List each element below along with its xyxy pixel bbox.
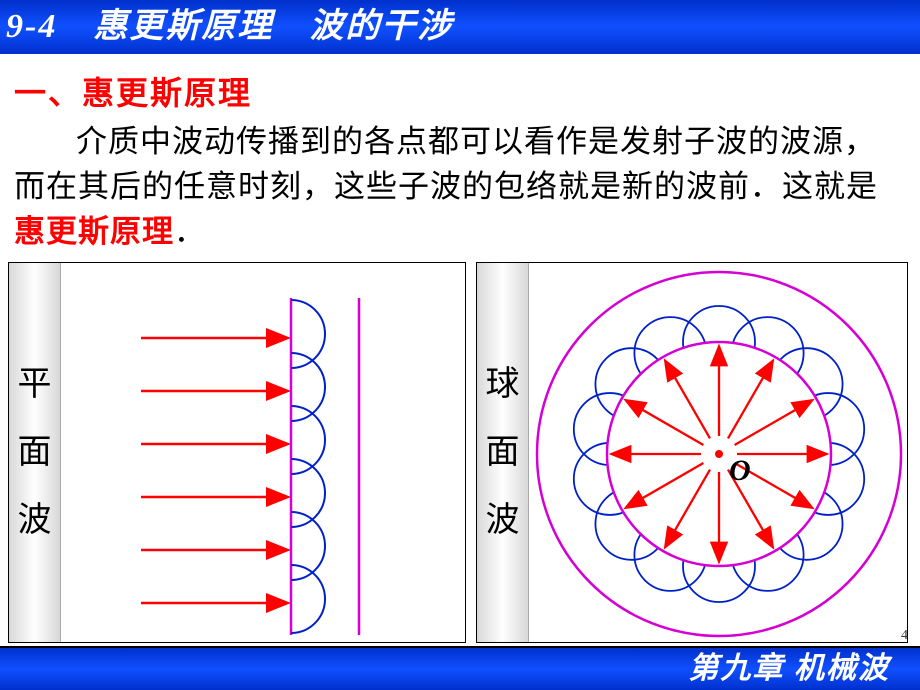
slide-header: 9-4 惠更斯原理 波的干涉 (0, 0, 920, 54)
svg-text:O: O (729, 454, 751, 487)
label-char: 波 (486, 487, 520, 555)
plane-wave-diagram (61, 263, 467, 642)
header-title: 9-4 惠更斯原理 波的干涉 (6, 8, 453, 45)
diagrams-row: 平 面 波 球 面 波 O (8, 262, 913, 647)
page-number: 4 (901, 628, 908, 644)
sphere-wave-panel: 球 面 波 O (476, 262, 908, 643)
label-char: 面 (18, 419, 52, 487)
sphere-wave-label: 球 面 波 (477, 263, 529, 642)
label-char: 面 (486, 419, 520, 487)
paragraph-part2: ． (174, 214, 206, 249)
label-char: 波 (18, 487, 52, 555)
plane-wave-label: 平 面 波 (9, 263, 61, 642)
content-area: 一、惠更斯原理 介质中波动传播到的各点都可以看作是发射子波的波源，而在其后的任意… (0, 54, 920, 255)
paragraph-part1: 介质中波动传播到的各点都可以看作是发射子波的波源，而在其后的任意时刻，这些子波的… (14, 124, 878, 204)
section-subtitle: 一、惠更斯原理 (14, 68, 906, 114)
label-char: 平 (18, 351, 52, 419)
plane-wave-panel: 平 面 波 (8, 262, 466, 643)
sphere-wave-diagram: O (529, 263, 909, 642)
body-paragraph: 介质中波动传播到的各点都可以看作是发射子波的波源，而在其后的任意时刻，这些子波的… (14, 120, 906, 255)
footer-chapter: 第九章 机械波 (689, 652, 891, 685)
paragraph-highlight: 惠更斯原理 (14, 214, 174, 249)
slide-footer: 第九章 机械波 (0, 648, 920, 690)
label-char: 球 (486, 351, 520, 419)
